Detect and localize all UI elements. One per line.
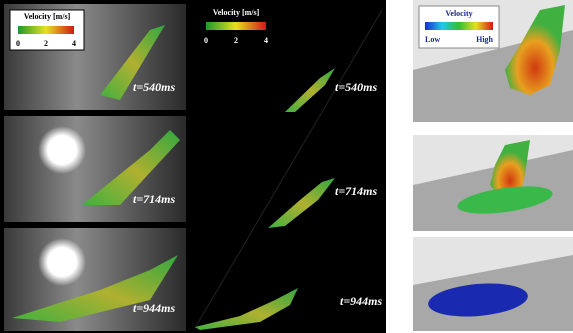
legend-bar bbox=[206, 22, 266, 30]
time-label: t=714ms bbox=[133, 192, 176, 206]
legend-tick: 2 bbox=[44, 39, 48, 48]
legend-tick: 0 bbox=[204, 36, 208, 45]
time-label: t=540ms bbox=[133, 80, 176, 94]
legend-bar bbox=[18, 26, 74, 34]
legend-title: Velocity bbox=[445, 9, 472, 18]
left-column: Velocity [m/s] 0 2 4 t=540ms t=714ms t=9… bbox=[4, 4, 186, 331]
time-label: t=714ms bbox=[335, 184, 378, 198]
time-label: t=944ms bbox=[340, 294, 383, 308]
legend-title: Velocity [m/s] bbox=[213, 8, 260, 17]
time-label: t=540ms bbox=[335, 80, 378, 94]
legend-bar bbox=[425, 22, 493, 30]
legend-tick: 4 bbox=[264, 36, 268, 45]
lamp bbox=[38, 238, 86, 286]
legend-high: High bbox=[476, 35, 493, 44]
page: {"left_panel": {"legend": {"title": "Vel… bbox=[0, 0, 573, 333]
legend-low: Low bbox=[425, 35, 440, 44]
legend-tick: 4 bbox=[72, 39, 76, 48]
camera-frame bbox=[4, 116, 186, 222]
legend-title: Velocity [m/s] bbox=[24, 12, 71, 21]
right-column: Velocity Low High bbox=[413, 0, 573, 331]
time-label: t=944ms bbox=[133, 301, 176, 315]
legend-tick: 2 bbox=[234, 36, 238, 45]
lamp bbox=[38, 126, 86, 174]
legend-tick: 0 bbox=[16, 39, 20, 48]
figure: Velocity [m/s] 0 2 4 t=540ms t=714ms t=9… bbox=[0, 0, 573, 333]
